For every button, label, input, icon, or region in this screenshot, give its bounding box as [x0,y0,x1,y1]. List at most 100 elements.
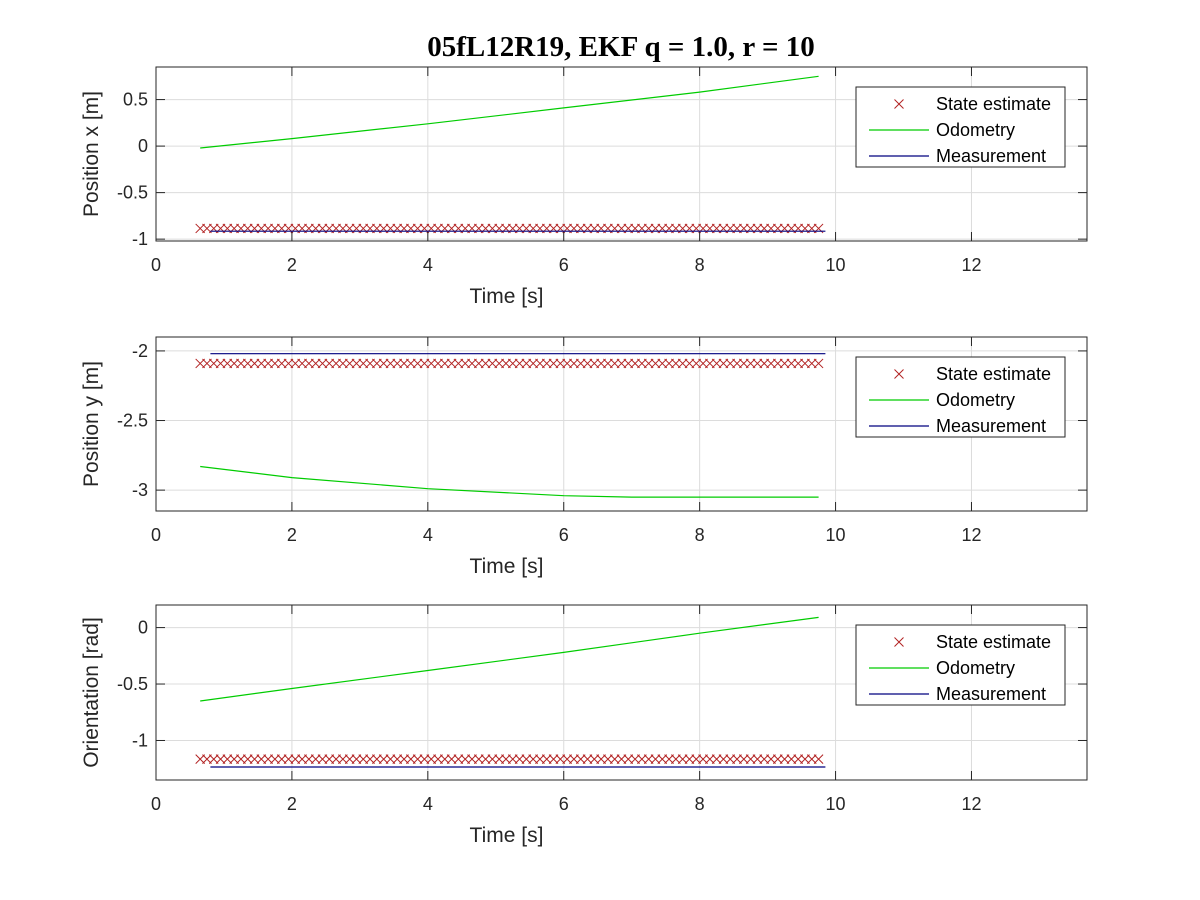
state-estimate-marker [650,358,661,369]
state-estimate-marker [793,358,804,369]
state-estimate-marker [806,754,817,764]
state-estimate-marker [480,754,491,764]
state-estimate-marker [732,754,742,764]
state-estimate-marker [704,358,715,369]
state-estimate-marker [222,754,233,764]
state-estimate-marker [487,358,498,369]
state-estimate-marker [589,754,600,764]
state-estimate-marker [711,754,722,764]
x-tick-label: 4 [423,525,433,545]
state-estimate-marker [439,358,450,369]
legend-marker-state-estimate [894,99,904,109]
state-estimate-marker [385,358,396,369]
state-estimate-marker [643,358,654,369]
state-estimate-marker [514,754,525,764]
state-estimate-marker [195,358,206,369]
state-estimate-marker [215,754,226,764]
state-estimate-marker [208,754,219,764]
state-estimate-marker [806,358,817,369]
legend-box [855,86,1066,168]
state-estimate-marker [738,358,749,369]
legend-box [855,356,1066,438]
state-estimate-marker [766,358,776,369]
state-estimate-marker [800,358,810,369]
odometry-line [200,75,819,149]
state-estimate-marker [521,358,532,369]
legend: State estimate Odometry Measurement [855,86,1066,168]
state-estimate-marker [514,358,525,369]
state-estimate-marker [317,358,328,369]
legend-label: Odometry [936,658,1015,678]
legend-label: State estimate [936,364,1051,384]
state-estimate-marker [263,358,273,369]
odometry-line [200,465,819,498]
state-estimate-marker [623,358,634,369]
state-estimate-marker [344,358,355,369]
state-estimate-marker [664,358,674,369]
legend-marker-state-estimate [894,637,904,647]
legend-box [855,624,1066,706]
state-estimate-marker [786,754,797,764]
state-estimate-marker [738,754,749,764]
state-estimate-marker [249,358,260,369]
state-estimate-marker [378,358,389,369]
state-estimate-marker [657,754,668,764]
state-estimate-marker [242,358,253,369]
state-estimate-marker [283,754,294,764]
state-estimate-marker [779,754,790,764]
state-estimate-marker [290,754,301,764]
state-estimate-marker [650,754,661,764]
state-estimate-marker [582,754,593,764]
state-estimate-marker [338,754,348,764]
state-estimate-marker [270,754,280,764]
state-estimate-markers [195,754,824,764]
state-estimate-marker [507,358,518,369]
y-tick-label: -1 [132,229,148,249]
state-estimate-marker [494,754,505,764]
state-estimate-marker [528,358,539,369]
state-estimate-marker [419,358,430,369]
state-estimate-marker [276,358,287,369]
state-estimate-marker [616,358,627,369]
state-estimate-marker [548,754,559,764]
state-estimate-marker [460,754,471,764]
state-estimate-marker [202,358,212,369]
state-estimate-marker [467,358,477,369]
legend: State estimate Odometry Measurement [855,624,1066,706]
state-estimate-marker [637,358,647,369]
y-tick-label: -0.5 [117,183,148,203]
x-tick-label: 8 [695,794,705,814]
state-estimate-marker [473,358,484,369]
state-estimate-marker [494,358,505,369]
state-estimate-marker [310,754,321,764]
state-estimate-marker [582,358,593,369]
state-estimate-marker [671,754,681,764]
legend-label: State estimate [936,632,1051,652]
state-estimate-marker [256,754,267,764]
state-estimate-marker [745,754,756,764]
state-estimate-marker [609,358,620,369]
state-estimate-marker [548,358,559,369]
y-tick-label: 0 [138,136,148,156]
state-estimate-marker [202,754,212,764]
x-tick-label: 2 [287,525,297,545]
legend-label: State estimate [936,94,1051,114]
x-tick-label: 12 [961,525,981,545]
state-estimate-marker [372,754,382,764]
x-tick-label: 0 [151,794,161,814]
state-estimate-marker [596,754,606,764]
x-tick-label: 12 [961,255,981,275]
state-estimate-marker [589,358,600,369]
state-estimate-marker [297,358,307,369]
state-estimate-marker [446,358,457,369]
legend-label: Measurement [936,416,1046,436]
x-tick-label: 2 [287,255,297,275]
legend-label: Odometry [936,120,1015,140]
state-estimate-marker [718,358,729,369]
state-estimate-marker [324,754,335,764]
state-estimate-marker [426,754,437,764]
state-estimate-marker [351,358,362,369]
state-estimate-marker [704,754,715,764]
x-axis-label: Time [s] [470,555,544,578]
state-estimate-marker [433,358,443,369]
